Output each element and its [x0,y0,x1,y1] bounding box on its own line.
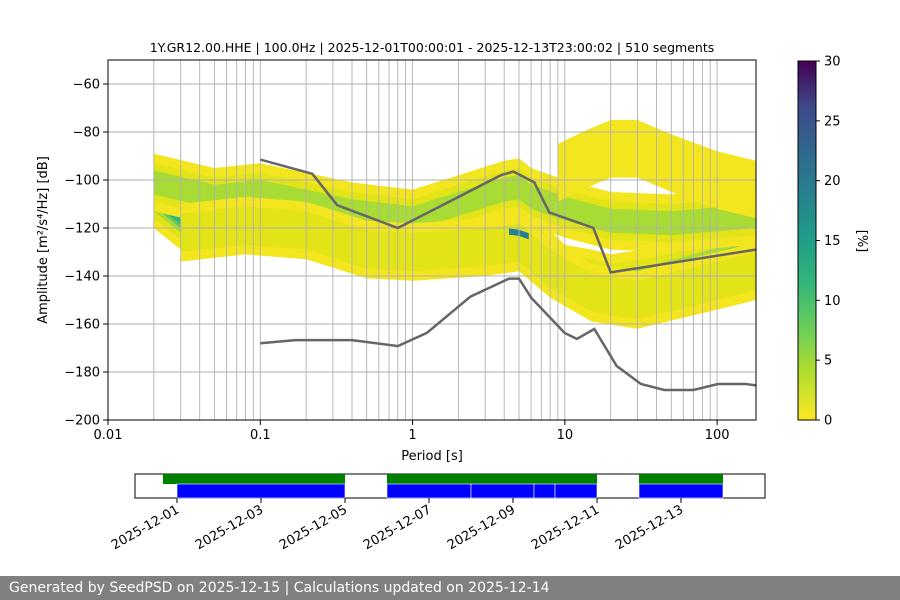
y-axis-label: Amplitude [m²/s⁴/Hz] [dB] [36,156,51,324]
colorbar-tick-label: 30 [824,55,841,70]
data-availability-bar [163,474,345,484]
model-curves [259,158,756,392]
date-tick-label: 2025-12-07 [361,502,434,553]
x-axis-label: Period [s] [401,449,463,464]
chart-title: 1Y.GR12.00.HHE | 100.0Hz | 2025-12-01T00… [150,40,715,55]
colorbar-tick-label: 15 [824,234,841,249]
data-availability-bar [387,474,597,484]
colorbar-tick-label: 20 [824,174,841,189]
y-tick-label: −100 [64,174,100,189]
footer: Generated by SeedPSD on 2025-12-15 | Cal… [0,576,900,600]
data-availability-bar [639,474,723,484]
psd-segment-bar [176,483,346,499]
psd-segment-bar [638,483,724,499]
y-tick-label: −120 [64,222,100,237]
x-tick-label: 100 [705,428,730,443]
y-tick-label: −60 [73,78,100,93]
upper-ridge-band-2 [153,170,756,236]
availability-panel: 2025-12-01 2025-12-03 2025-12-05 2025-12-07… [109,473,766,553]
colorbar-tick-label: 0 [824,414,832,429]
x-tick-label: 10 [557,428,574,443]
y-tick-label: −140 [64,270,100,285]
psd-segment-bar [554,483,598,499]
colorbar-label: [%] [854,230,869,253]
date-tick-label: 2025-12-09 [445,502,518,553]
x-axis: 0.01 0.1 1 10 100 [94,420,730,443]
grid-layer [108,60,756,420]
date-tick-label: 2025-12-05 [277,502,350,553]
nlnm-curve [260,277,756,392]
x-tick-label: 0.1 [250,428,271,443]
colorbar-tick-label: 10 [824,294,841,309]
psd-segment-bar [533,483,556,499]
date-tick-label: 2025-12-03 [193,502,266,553]
nhnm-curve [259,158,756,274]
plot-frame [107,59,757,421]
y-tick-label: −80 [73,126,100,141]
colorbar-ticks: 0 5 10 15 20 25 30 [816,55,841,429]
date-tick-label: 2025-12-11 [529,502,602,553]
y-tick-label: −160 [64,318,100,333]
colorbar-tick-label: 5 [824,354,832,369]
y-tick-label: −200 [64,414,100,429]
colorbar-tick-label: 25 [824,114,841,129]
lower-ridge-band-1 [180,206,756,320]
psd-segment-bar [470,483,535,499]
density-layer [153,120,756,329]
y-tick-label: −180 [64,366,100,381]
ppsd-figure: 1Y.GR12.00.HHE | 100.0Hz | 2025-12-01T00… [36,40,869,553]
x-tick-label: 1 [408,428,416,443]
date-tick-label: 2025-12-01 [109,502,182,553]
x-tick-label: 0.01 [94,428,123,443]
date-tick-label: 2025-12-13 [613,502,686,553]
psd-segment-bar [386,483,472,499]
y-axis: −200 −180 −160 −140 −120 −100 −80 −60 [64,78,108,429]
colorbar [797,60,817,421]
